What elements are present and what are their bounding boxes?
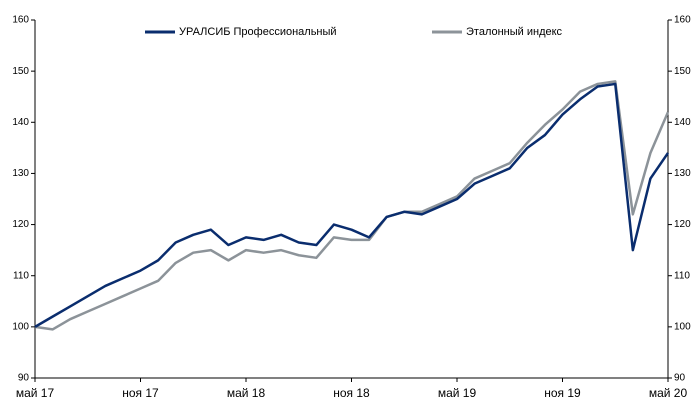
x-tick-label: май 18 xyxy=(227,386,266,400)
x-tick-label: ноя 17 xyxy=(122,386,159,400)
x-tick-label: май 20 xyxy=(649,386,688,400)
legend-label: Эталонный индекс xyxy=(466,26,563,38)
y2-tick-label: 150 xyxy=(674,66,691,77)
y2-tick-label: 90 xyxy=(674,373,686,384)
legend-label: УРАЛСИБ Профессиональный xyxy=(179,26,337,38)
x-tick-label: ноя 19 xyxy=(544,386,581,400)
y2-tick-label: 120 xyxy=(674,219,691,230)
x-tick-label: май 19 xyxy=(438,386,477,400)
y-tick-label: 160 xyxy=(12,15,29,26)
y2-tick-label: 140 xyxy=(674,117,691,128)
y-tick-label: 100 xyxy=(12,321,29,332)
series-line xyxy=(34,82,670,328)
y-tick-label: 140 xyxy=(12,117,29,128)
y2-tick-label: 110 xyxy=(674,270,690,281)
y2-tick-label: 130 xyxy=(674,168,691,179)
y-tick-label: 130 xyxy=(12,168,29,179)
y-tick-label: 150 xyxy=(12,66,29,77)
series-line xyxy=(34,80,670,331)
y2-tick-label: 100 xyxy=(674,321,691,332)
y2-tick-label: 160 xyxy=(674,15,691,26)
y-tick-label: 90 xyxy=(18,373,30,384)
y-tick-label: 110 xyxy=(13,270,29,281)
x-tick-label: май 17 xyxy=(16,386,55,400)
y-tick-label: 120 xyxy=(12,219,29,230)
x-tick-label: ноя 18 xyxy=(333,386,370,400)
